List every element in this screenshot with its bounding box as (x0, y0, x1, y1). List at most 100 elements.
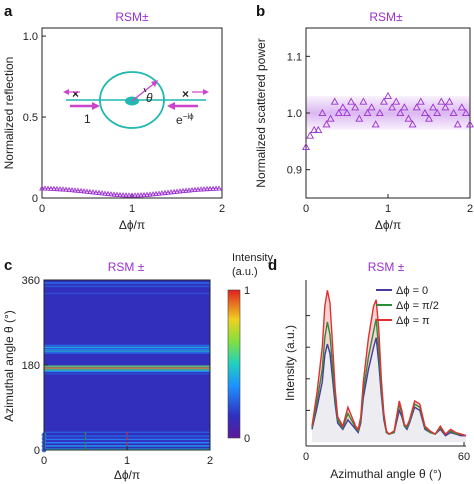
x-tick-label: 2 (219, 203, 225, 215)
x-tick-label: 0 (303, 203, 309, 215)
scattered-power-point (367, 103, 376, 111)
reflection-point (165, 189, 171, 195)
scattered-power-point (355, 114, 364, 122)
scattered-power-point (351, 103, 360, 111)
reflection-point (177, 188, 183, 194)
scattered-power-point (429, 103, 438, 111)
x-tick-label: 0 (303, 451, 309, 463)
reflection-point (210, 185, 216, 191)
heatmap-band (44, 292, 210, 295)
reflection-point (108, 191, 114, 197)
y-tick-label: 1.0 (287, 108, 302, 120)
panel-b: b RSM± Δϕ/π Normalized scattered power 0… (254, 3, 474, 232)
baseline-shading (312, 337, 466, 442)
y-tick-label: 0 (32, 193, 38, 205)
colorbar-min-label: 0 (244, 433, 250, 445)
scattered-power-point (433, 108, 442, 117)
scattered-power-point (425, 114, 433, 122)
reflection-point (150, 191, 156, 197)
scattered-power-point (322, 120, 331, 128)
legend-label: Δϕ = π/2 (396, 300, 439, 312)
legend-label: Δϕ = π (396, 315, 430, 327)
reflection-point (180, 187, 186, 194)
reflection-point (123, 192, 129, 198)
panel-a-axes (41, 27, 223, 199)
scattered-power-point (441, 103, 450, 111)
heatmap-band (44, 435, 210, 437)
reflection-point (126, 192, 132, 198)
reflection-point (105, 190, 111, 196)
colorbar (227, 289, 241, 439)
scattered-power-point (363, 108, 372, 117)
input-right-label: e−iϕ (176, 112, 194, 127)
reflection-point (66, 186, 72, 192)
scattered-power-point (375, 108, 384, 117)
panel-c-title: RSM ± (108, 260, 145, 274)
heatmap-band (44, 344, 210, 347)
y-tick-label: 360 (22, 275, 40, 287)
heatmap-band (44, 370, 210, 373)
reflection-point (90, 189, 96, 195)
x-tick-label: 2 (207, 455, 213, 467)
x-tick-label: 2 (467, 203, 473, 215)
reflection-point (207, 185, 213, 191)
reflection-point (141, 191, 147, 198)
panel-c-ylabel: Azimuthal angle θ (°) (2, 310, 16, 422)
reflection-point (186, 187, 192, 193)
reflection-point (147, 191, 153, 197)
heatmap-band (44, 285, 210, 288)
y-tick-label: 0 (34, 445, 40, 457)
heatmap-band (44, 350, 210, 352)
panel-b-series (302, 91, 474, 151)
scattered-power-point (384, 91, 392, 100)
panel-c: c RSM ± Δϕ/π Azimuthal angle θ (°) 0 1 2 0 1… (2, 252, 273, 482)
reflection-point (114, 191, 120, 197)
reflection-point (93, 189, 99, 195)
x-tick-label: 1 (129, 203, 135, 215)
right-output-arrow-icon (192, 89, 209, 95)
scattered-power-point (314, 125, 323, 134)
x-tick-label: 0 (41, 455, 47, 467)
scattered-power-point (318, 108, 327, 117)
scattered-power-point (347, 97, 356, 105)
angle-theta-label: θ (146, 91, 153, 105)
reflection-point (102, 190, 108, 196)
y-tick-label: 0.9 (287, 165, 302, 177)
reflection-point (156, 190, 162, 196)
reflection-point (45, 185, 51, 191)
scattered-power-point (302, 142, 310, 151)
panel-d-ylabel: Intensity (a.u.) (283, 325, 297, 401)
reflection-point (57, 186, 63, 192)
panel-a-ylabel: Normalized reflection (2, 57, 16, 170)
panel-a-title: RSM± (115, 10, 149, 24)
inset-schematic: θ × × 1 e−iϕ (63, 71, 209, 129)
reflection-point (159, 190, 165, 196)
reflection-point (54, 185, 60, 192)
y-tick-label: 180 (22, 360, 40, 372)
scattered-power-point (310, 125, 319, 134)
x-tick-label: 60 (458, 451, 470, 463)
right-input-arrow-icon (167, 102, 198, 110)
scattered-power-point (404, 114, 413, 122)
reflection-point (195, 186, 201, 192)
scattered-power-point (371, 120, 380, 128)
panel-c-ticks: 0 1 2 0 180 360 (22, 275, 213, 467)
panel-d: d RSM ± Azimuthal angle θ (°) Intensity … (268, 257, 470, 481)
left-output-arrow-icon (63, 89, 80, 95)
reflection-point (99, 190, 105, 196)
heatmap-band (44, 348, 210, 350)
scattered-power-point (326, 114, 335, 122)
reflection-point (96, 189, 102, 195)
reflection-point (192, 186, 198, 192)
scattered-power-point (445, 97, 454, 105)
reflection-point (189, 186, 195, 193)
reflection-point (87, 188, 93, 195)
panel-label-a: a (4, 3, 13, 20)
scattered-power-point (330, 97, 339, 105)
y-tick-label: 0.5 (23, 112, 38, 124)
panel-b-title: RSM± (369, 10, 403, 24)
reflection-point (75, 187, 81, 193)
panel-c-heatmap (41, 280, 210, 453)
reflection-point (216, 185, 222, 191)
reflection-point (78, 187, 84, 194)
